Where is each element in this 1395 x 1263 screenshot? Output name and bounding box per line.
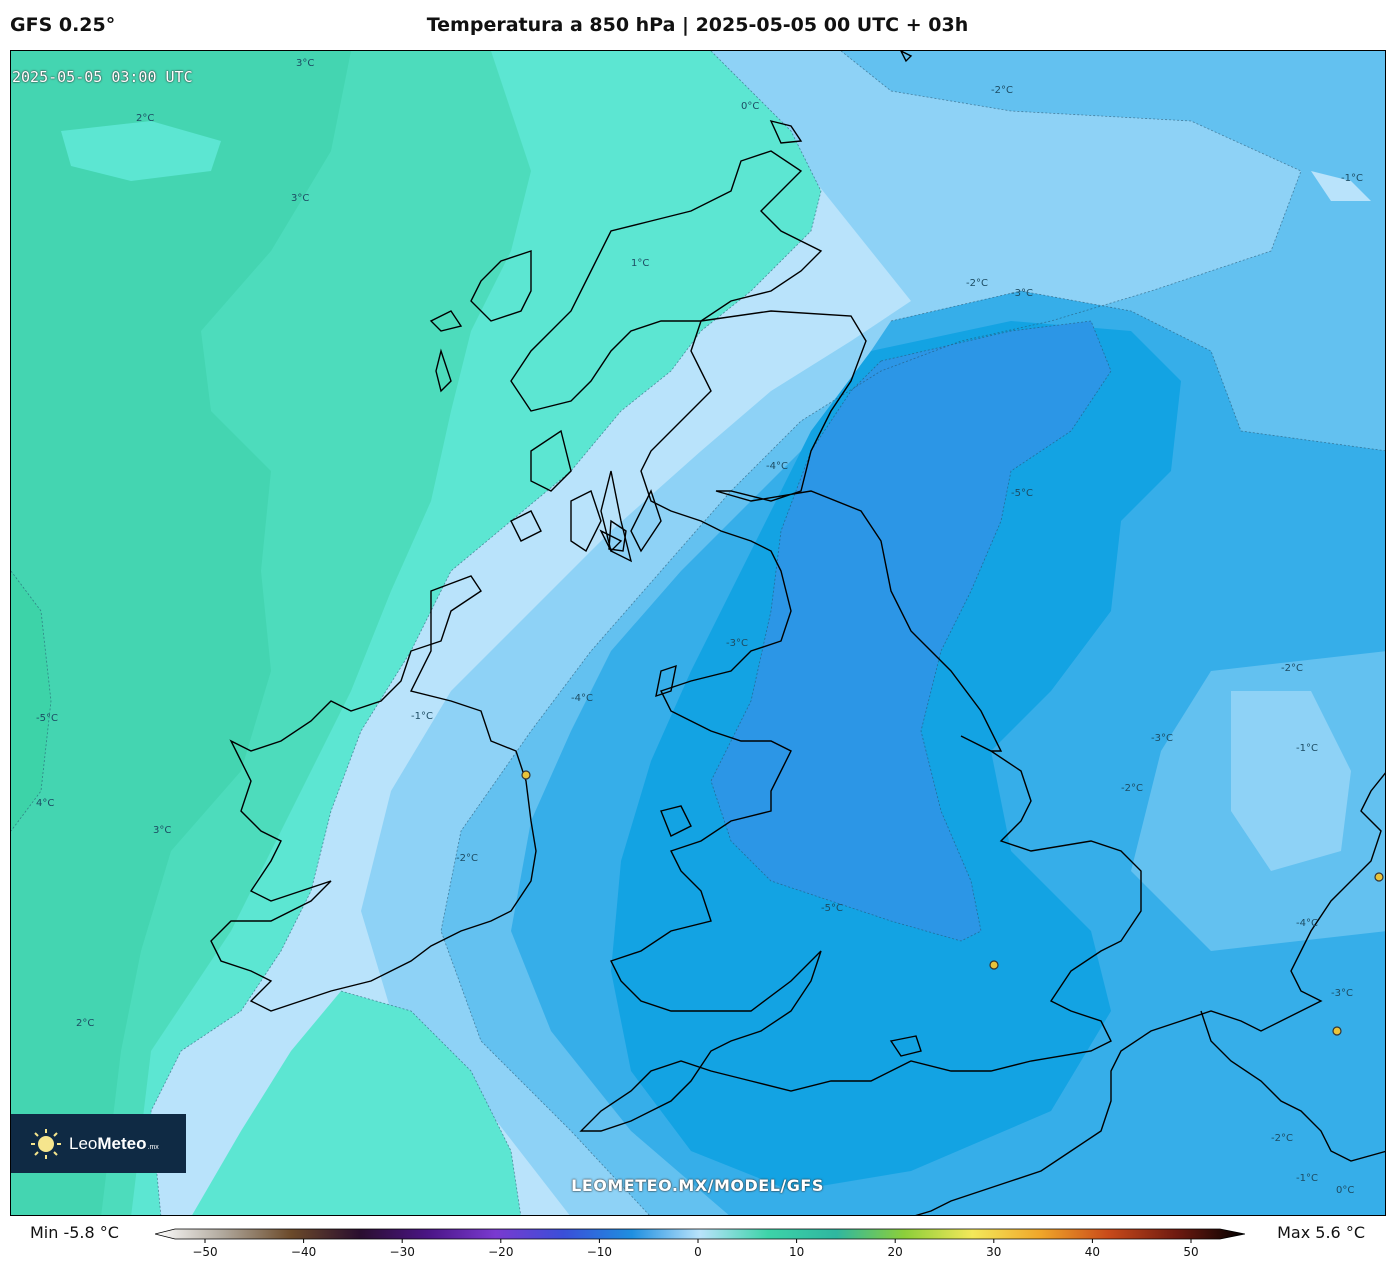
contour-label: -2°C bbox=[456, 853, 478, 864]
contour-label: -3°C bbox=[1151, 733, 1173, 744]
contour-label: 4°C bbox=[36, 798, 54, 809]
contour-label: 3°C bbox=[153, 825, 171, 836]
field-plus3 bbox=[11, 571, 51, 831]
contour-label: -1°C bbox=[1341, 173, 1363, 184]
contour-label: -3°C bbox=[1331, 988, 1353, 999]
map-title: Temperatura a 850 hPa | 2025-05-05 00 UT… bbox=[426, 14, 969, 36]
contour-label: -2°C bbox=[1281, 663, 1303, 674]
contour-label: -2°C bbox=[991, 85, 1013, 96]
colorbar-tick-label: 50 bbox=[1183, 1245, 1198, 1259]
contour-lines bbox=[11, 51, 1385, 1215]
coastlines bbox=[210, 51, 1385, 1215]
contour-label: 3°C bbox=[291, 193, 309, 204]
field-pocket-1 bbox=[1231, 691, 1351, 871]
colorbar-tick-label: −20 bbox=[488, 1245, 513, 1259]
city-dot-brussels bbox=[1332, 1026, 1342, 1036]
colorbar-tick-label: −40 bbox=[291, 1245, 316, 1259]
watermark: LEOMETEO.MX/MODEL/GFS bbox=[571, 1176, 824, 1195]
city-dot-amsterdam bbox=[1374, 872, 1384, 882]
contour-label: 0°C bbox=[1336, 1185, 1354, 1196]
city-dot-dublin bbox=[521, 770, 531, 780]
field-patch-2 bbox=[192, 991, 521, 1215]
contour-label: -2°C bbox=[1121, 783, 1143, 794]
contour-label: -1°C bbox=[411, 711, 433, 722]
contour-label: -5°C bbox=[821, 903, 843, 914]
city-markers bbox=[521, 770, 1384, 1036]
sun-icon bbox=[31, 1128, 61, 1159]
contour-label: 3°C bbox=[296, 58, 314, 69]
colorbar-tick-label: 30 bbox=[986, 1245, 1001, 1259]
contour-label: -4°C bbox=[766, 461, 788, 472]
field-pocket-2 bbox=[1311, 171, 1371, 201]
contour-label: -5°C bbox=[36, 713, 58, 724]
contour-label: -2°C bbox=[966, 278, 988, 289]
contour-label: 2°C bbox=[76, 1018, 94, 1029]
colorbar-tick-label: −50 bbox=[192, 1245, 217, 1259]
contour-label: -1°C bbox=[1296, 1173, 1318, 1184]
contour-label: -3°C bbox=[726, 638, 748, 649]
colorbar: −50 −40 −30 −20 −10 0 10 20 30 40 50 bbox=[155, 1228, 1245, 1259]
model-label: GFS 0.25° bbox=[10, 14, 116, 36]
contour-label: -5°C bbox=[1011, 488, 1033, 499]
city-dot-london bbox=[989, 960, 999, 970]
contour-label: -2°C bbox=[1271, 1133, 1293, 1144]
temperature-map: 3°C 2°C 0°C -2°C -1°C 3°C 1°C -2°C -3°C … bbox=[10, 50, 1386, 1216]
contour-label: -4°C bbox=[1296, 918, 1318, 929]
contour-label: 2°C bbox=[136, 113, 154, 124]
min-temp-label: Min -5.8 °C bbox=[30, 1223, 119, 1242]
contour-label: -3°C bbox=[1011, 288, 1033, 299]
valid-time-stamp: 2025-05-05 03:00 UTC bbox=[12, 68, 193, 86]
colorbar-ticks: −50 −40 −30 −20 −10 0 10 20 30 40 50 bbox=[192, 1239, 1199, 1259]
leometeo-logo: LeoMeteo.mx bbox=[11, 1114, 186, 1173]
contour-label: 0°C bbox=[741, 101, 759, 112]
colorbar-tick-label: −30 bbox=[390, 1245, 415, 1259]
map-canvas: 3°C 2°C 0°C -2°C -1°C 3°C 1°C -2°C -3°C … bbox=[11, 51, 1385, 1215]
contour-label: -1°C bbox=[1296, 743, 1318, 754]
contour-label: 1°C bbox=[631, 258, 649, 269]
colorbar-tick-label: 20 bbox=[888, 1245, 903, 1259]
field-plus2b bbox=[11, 51, 351, 1215]
colorbar-tick-label: 40 bbox=[1085, 1245, 1100, 1259]
colorbar-tick-label: −10 bbox=[587, 1245, 612, 1259]
colorbar-strip bbox=[155, 1228, 1245, 1240]
field-patch-1 bbox=[61, 121, 221, 181]
colorbar-tick-label: 0 bbox=[694, 1245, 702, 1259]
logo-text: LeoMeteo.mx bbox=[69, 1133, 159, 1153]
colorbar-tick-label: 10 bbox=[789, 1245, 804, 1259]
contour-label: -4°C bbox=[571, 693, 593, 704]
contour-label-group: 3°C 2°C 0°C -2°C -1°C 3°C 1°C -2°C -3°C … bbox=[36, 58, 1363, 1196]
max-temp-label: Max 5.6 °C bbox=[1277, 1223, 1365, 1242]
